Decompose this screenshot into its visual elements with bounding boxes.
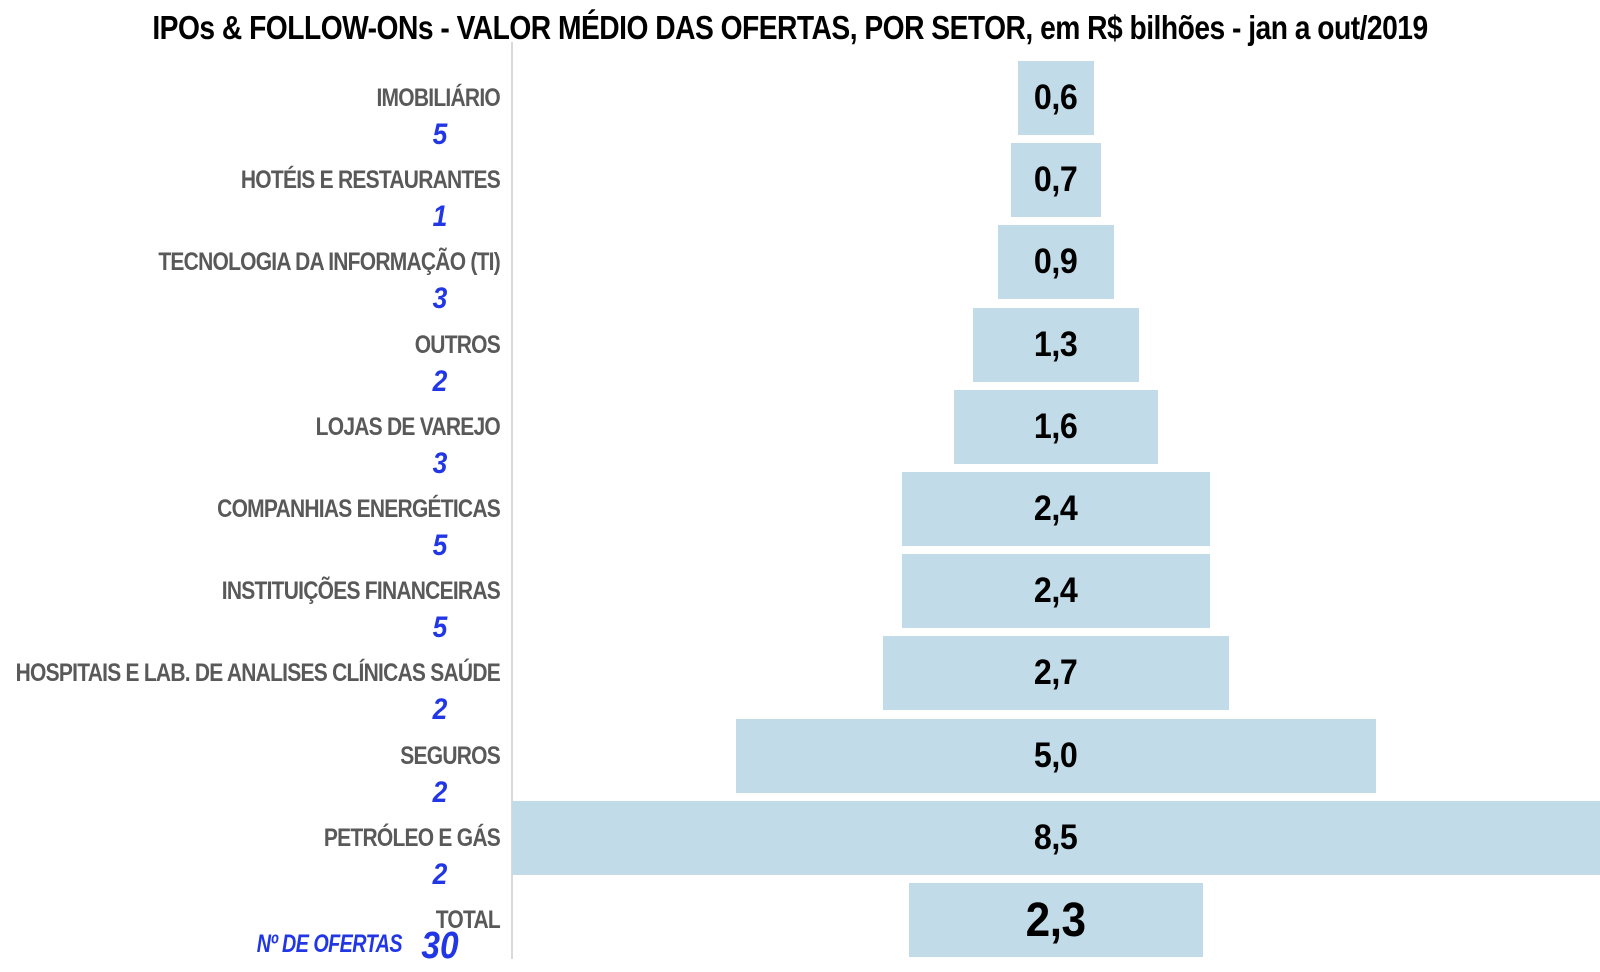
category-label: TOTAL (435, 905, 501, 934)
offers-axis-title: Nº DE OFERTAS (256, 929, 403, 958)
value-bar: 2,3 (908, 883, 1204, 957)
value-bar: 1,6 (953, 390, 1159, 464)
value-bar: 8,5 (512, 801, 1600, 875)
value-label: 0,9 (1034, 242, 1078, 281)
value-label: 1,6 (1034, 407, 1078, 446)
value-bar: 0,9 (998, 225, 1114, 299)
offer-count-label: 5 (432, 611, 448, 644)
offer-count-label: 2 (432, 365, 448, 398)
chart-row: HOSPITAIS E LAB. DE ANALISES CLÍNICAS SA… (0, 636, 1600, 726)
offer-count-label: 3 (432, 282, 448, 315)
value-label: 2,4 (1034, 489, 1078, 528)
category-axis-line (511, 42, 513, 959)
category-label: OUTROS (414, 330, 501, 359)
offer-count-label: 5 (432, 118, 448, 151)
value-label: 2,4 (1034, 571, 1078, 610)
chart-title: IPOs & FOLLOW-ONs - VALOR MÉDIO DAS OFER… (152, 9, 1428, 46)
chart-row: COMPANHIAS ENERGÉTICAS 5 2,4 (0, 472, 1600, 562)
value-label: 0,7 (1034, 160, 1078, 199)
value-label: 1,3 (1034, 325, 1078, 364)
offer-count-label: 2 (432, 693, 448, 726)
category-label: HOSPITAIS E LAB. DE ANALISES CLÍNICAS SA… (15, 658, 501, 687)
chart-row: IMOBILIÁRIO 5 0,6 (0, 61, 1600, 151)
category-label: INSTITUIÇÕES FINANCEIRAS (221, 576, 501, 605)
chart-row: OUTROS 2 1,3 (0, 308, 1600, 398)
offer-count-label: 1 (432, 200, 448, 233)
value-bar: 0,7 (1011, 143, 1101, 217)
value-label: 5,0 (1034, 736, 1078, 775)
offer-count-label: 30 (421, 924, 459, 967)
chart-row: HOTÉIS E RESTAURANTES 1 0,7 (0, 143, 1600, 233)
chart-row: SEGUROS 2 5,0 (0, 719, 1600, 809)
chart-row: PETRÓLEO E GÁS 2 8,5 (0, 801, 1600, 891)
value-bar: 1,3 (972, 308, 1140, 382)
offer-count-label: 2 (432, 858, 448, 891)
category-label: HOTÉIS E RESTAURANTES (240, 165, 501, 194)
chart-row: TECNOLOGIA DA INFORMAÇÃO (TI) 3 0,9 (0, 225, 1600, 315)
value-label: 2,3 (1025, 893, 1086, 947)
value-label: 0,6 (1034, 78, 1078, 117)
category-label: LOJAS DE VAREJO (315, 412, 501, 441)
offer-count-label: 5 (432, 529, 448, 562)
offer-count-label: 3 (432, 447, 448, 480)
value-label: 2,7 (1034, 653, 1078, 692)
category-label: TECNOLOGIA DA INFORMAÇÃO (TI) (158, 247, 500, 276)
category-label: IMOBILIÁRIO (376, 83, 500, 112)
value-bar: 5,0 (736, 719, 1376, 793)
category-label: COMPANHIAS ENERGÉTICAS (217, 494, 501, 523)
value-label: 8,5 (1034, 818, 1078, 857)
category-label: PETRÓLEO E GÁS (323, 823, 501, 852)
value-bar: 2,4 (902, 472, 1210, 546)
chart-row: TOTAL 30 2,3 (0, 883, 1600, 967)
chart-row: LOJAS DE VAREJO 3 1,6 (0, 390, 1600, 480)
category-label: SEGUROS (400, 741, 500, 770)
value-bar: 0,6 (1017, 61, 1095, 135)
chart-row: INSTITUIÇÕES FINANCEIRAS 5 2,4 (0, 554, 1600, 644)
offer-count-label: 2 (432, 776, 448, 809)
value-bar: 2,4 (902, 554, 1210, 628)
value-bar: 2,7 (883, 636, 1229, 710)
